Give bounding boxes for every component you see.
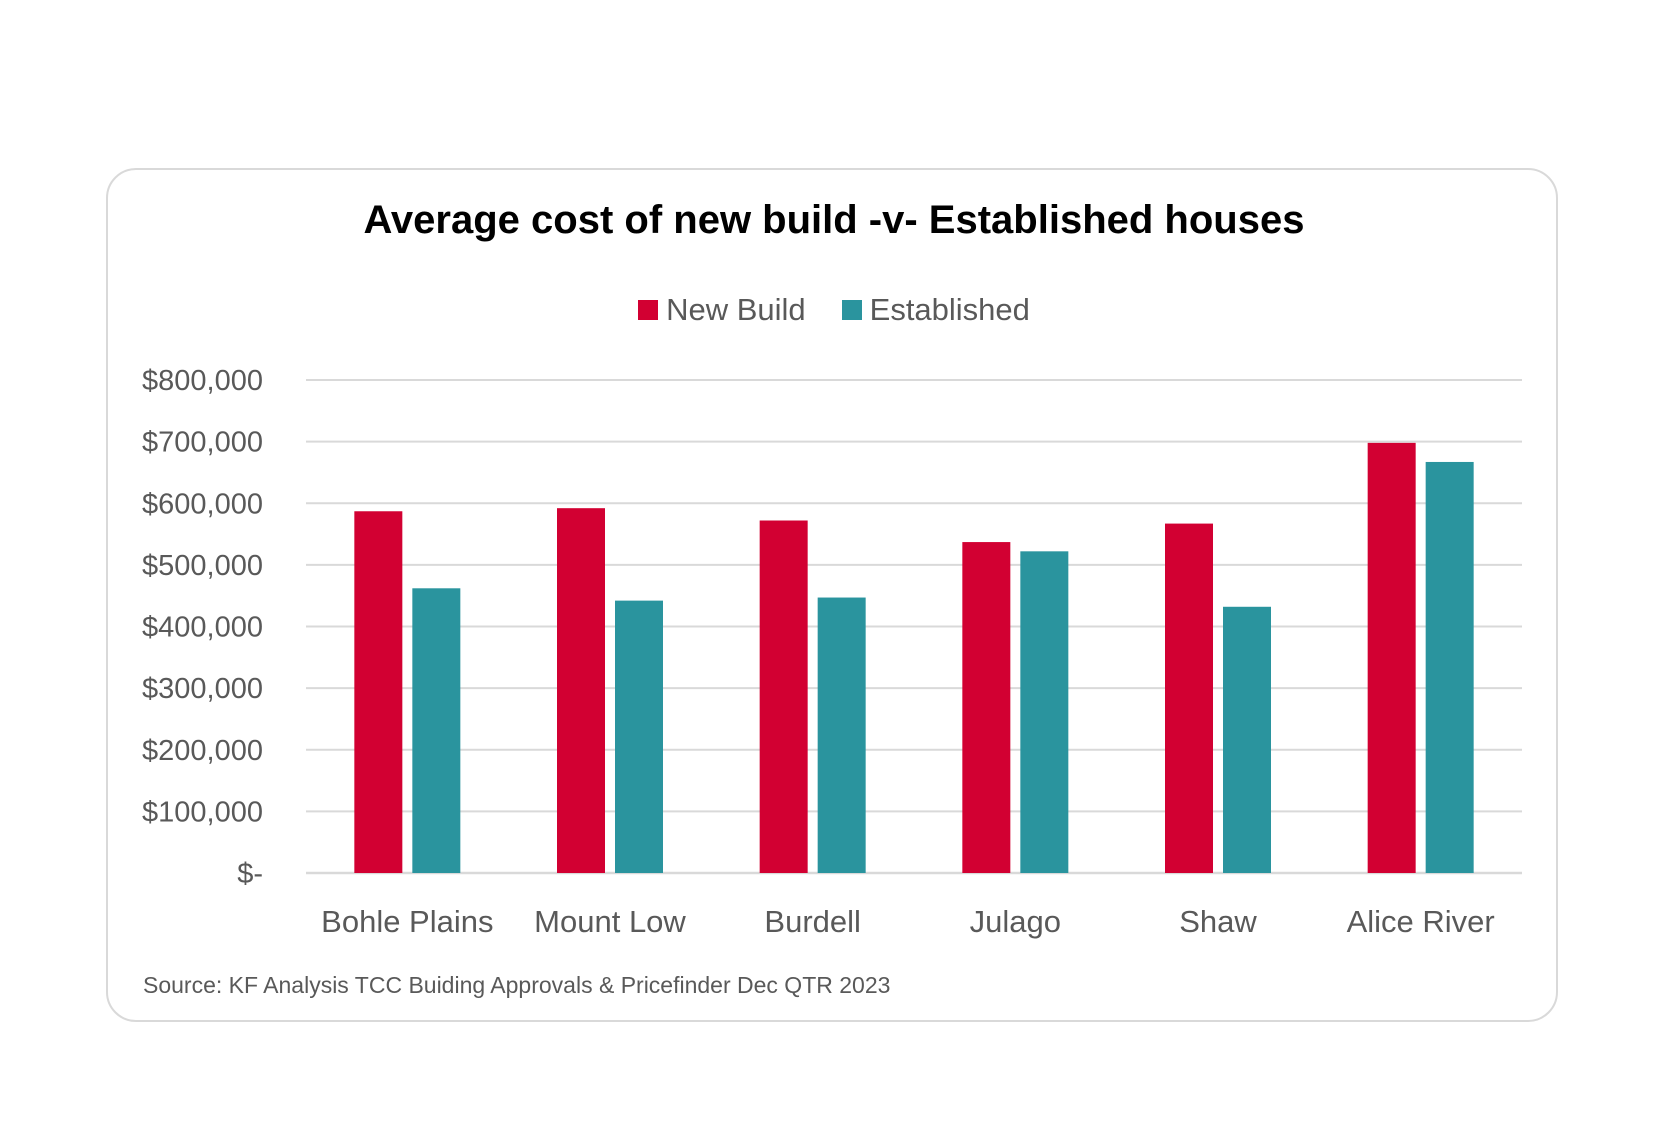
x-tick-label: Alice River bbox=[1347, 904, 1495, 939]
legend-swatch-new-build bbox=[638, 300, 659, 320]
bar-established bbox=[412, 588, 461, 873]
x-tick-label: Shaw bbox=[1179, 904, 1257, 939]
y-tick-label: $500,000 bbox=[142, 550, 263, 582]
legend-swatch-established bbox=[841, 300, 862, 320]
y-tick-label: $600,000 bbox=[142, 488, 263, 520]
bar-established bbox=[1020, 551, 1069, 873]
y-tick-label: $100,000 bbox=[142, 796, 263, 828]
bar-established bbox=[817, 597, 866, 873]
legend-item-new-build: New Build bbox=[638, 292, 806, 328]
bar-new-build bbox=[1367, 442, 1416, 873]
bar-new-build bbox=[1165, 523, 1213, 873]
bar-established bbox=[1223, 606, 1271, 873]
bar-new-build bbox=[557, 508, 605, 873]
bar-new-build bbox=[354, 511, 403, 873]
bar-new-build bbox=[962, 542, 1011, 873]
bar-established bbox=[615, 600, 663, 873]
chart-title: Average cost of new build -v- Establishe… bbox=[363, 198, 1305, 242]
y-tick-label: $300,000 bbox=[142, 673, 263, 705]
x-tick-label: Julago bbox=[970, 904, 1061, 939]
chart-card bbox=[106, 168, 1558, 1022]
bar-established bbox=[1425, 461, 1474, 873]
y-tick-label: $700,000 bbox=[142, 427, 263, 459]
legend-label-established: Established bbox=[869, 292, 1030, 327]
x-tick-label: Mount Low bbox=[534, 904, 686, 939]
x-tick-label: Burdell bbox=[764, 904, 861, 939]
y-tick-label: $800,000 bbox=[142, 365, 263, 397]
y-tick-label: $400,000 bbox=[142, 612, 263, 644]
bar-new-build bbox=[759, 520, 808, 873]
legend-label-new-build: New Build bbox=[666, 292, 806, 327]
y-tick-label: $200,000 bbox=[142, 735, 263, 767]
legend-item-established: Established bbox=[841, 292, 1030, 328]
source-note: Source: KF Analysis TCC Buiding Approval… bbox=[143, 972, 891, 998]
chart-legend: New Build Established bbox=[0, 292, 1668, 328]
y-tick-label: $- bbox=[237, 858, 263, 890]
x-tick-label: Bohle Plains bbox=[321, 904, 493, 939]
